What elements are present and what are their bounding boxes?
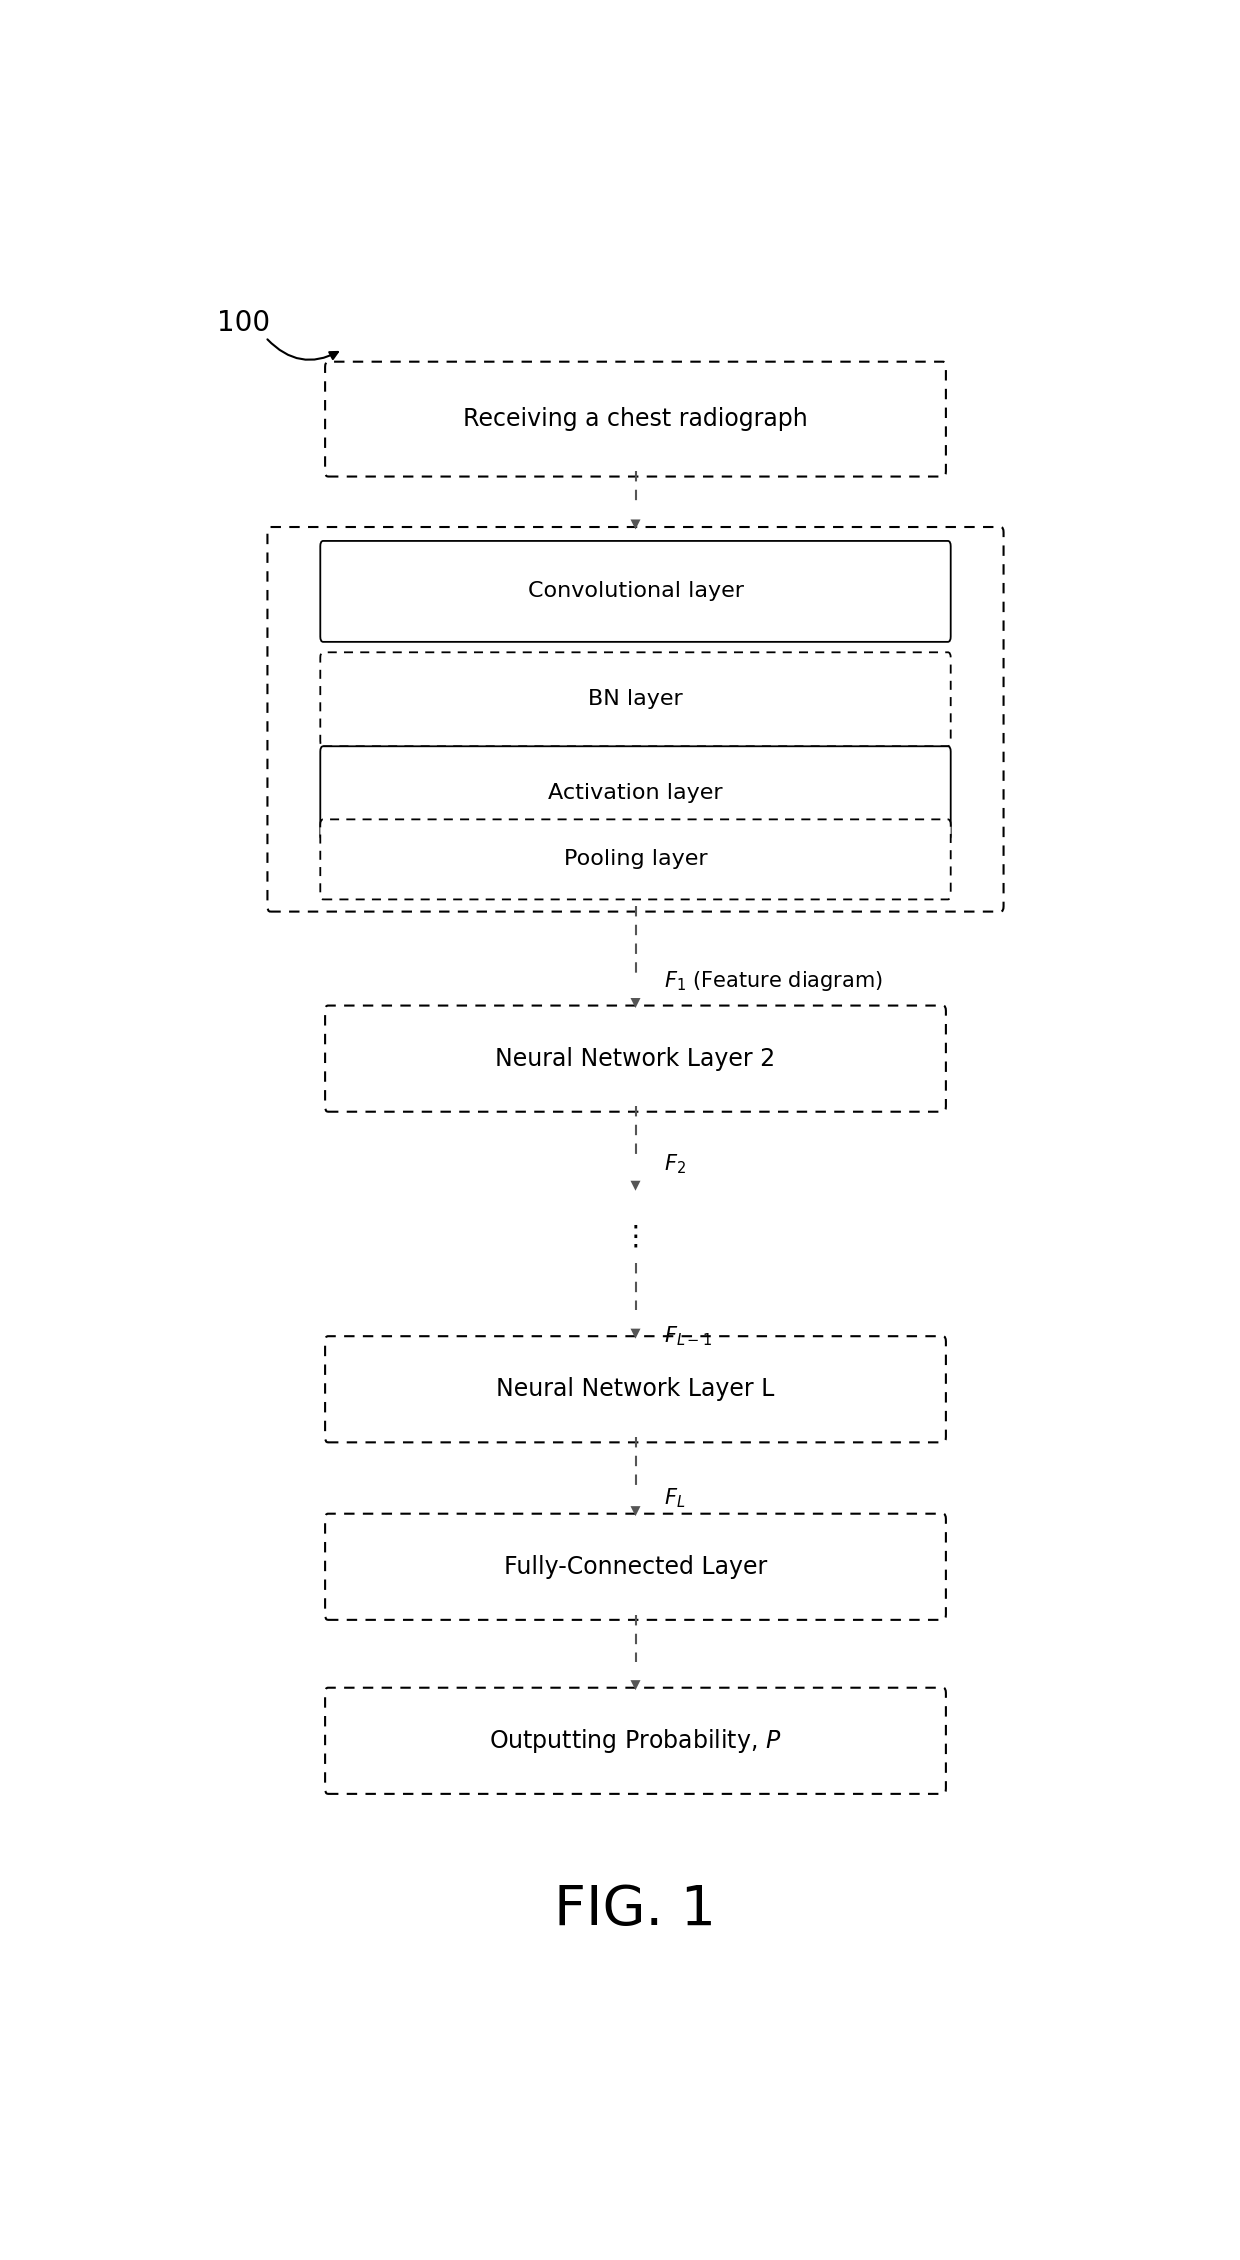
FancyBboxPatch shape [325,1514,946,1620]
Text: BN layer: BN layer [588,689,683,710]
Text: ⋮: ⋮ [621,1223,650,1252]
Text: Receiving a chest radiograph: Receiving a chest radiograph [463,407,808,432]
Text: 100: 100 [217,310,270,337]
FancyBboxPatch shape [320,653,951,746]
FancyBboxPatch shape [320,540,951,642]
Text: Pooling layer: Pooling layer [564,850,707,870]
Text: Neural Network Layer L: Neural Network Layer L [496,1376,775,1401]
Text: Convolutional layer: Convolutional layer [527,581,744,601]
FancyBboxPatch shape [320,820,951,899]
FancyBboxPatch shape [325,1006,946,1112]
Text: Activation layer: Activation layer [548,784,723,802]
Text: $F_L$: $F_L$ [665,1487,686,1510]
FancyBboxPatch shape [325,1688,946,1794]
FancyBboxPatch shape [268,527,1003,911]
Text: $F_2$: $F_2$ [665,1153,686,1175]
Text: FIG. 1: FIG. 1 [554,1883,717,1937]
Text: Neural Network Layer 1: Neural Network Layer 1 [496,549,775,574]
Text: $F_{L-1}$: $F_{L-1}$ [665,1324,712,1347]
Text: Neural Network Layer 2: Neural Network Layer 2 [496,1046,775,1071]
Text: Outputting Probability, $\it{P}$: Outputting Probability, $\it{P}$ [490,1727,781,1754]
Text: Fully-Connected Layer: Fully-Connected Layer [503,1555,768,1580]
FancyBboxPatch shape [320,746,951,841]
FancyBboxPatch shape [325,362,946,477]
Text: $F_1$ (Feature diagram): $F_1$ (Feature diagram) [665,970,883,992]
FancyBboxPatch shape [325,1336,946,1442]
